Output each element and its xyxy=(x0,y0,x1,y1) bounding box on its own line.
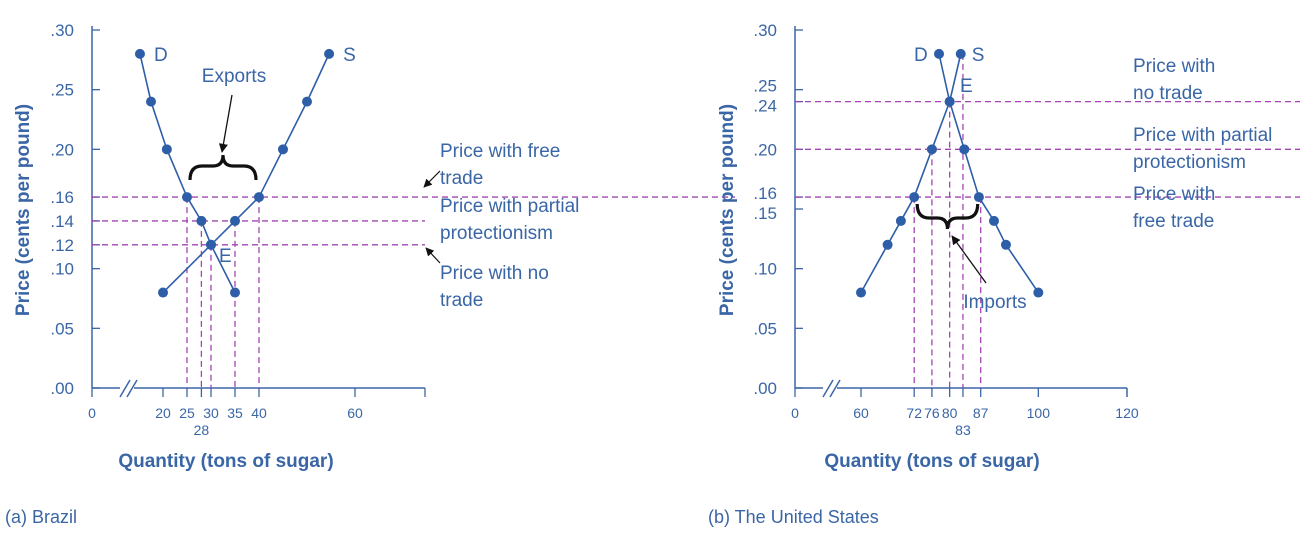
panel-brazil-y-tick-label: .20 xyxy=(50,140,74,159)
panel-us-supply-point xyxy=(882,239,893,250)
panel-us-y-tick-label: .00 xyxy=(753,379,777,398)
panel-us-supply-point xyxy=(909,192,920,203)
panel-us-price-label: Price with xyxy=(1133,56,1215,77)
panel-us-price-label: protectionism xyxy=(1133,152,1246,173)
panel-brazil-supply-point xyxy=(324,48,335,59)
panel-brazil-supply-line xyxy=(162,53,330,294)
panel-us-x-tick-label: 0 xyxy=(791,405,799,421)
panel-us-brace-label: Imports xyxy=(963,292,1026,313)
panel-us-supply-label: S xyxy=(972,45,985,66)
panel-brazil-y-tick-label: .10 xyxy=(50,260,74,279)
panel-us-y-tick-label: .25 xyxy=(753,77,777,96)
panel-us-demand-point xyxy=(934,48,945,59)
panel-brazil-x-tick-label: 40 xyxy=(251,405,267,421)
panel-us-x-tick-label: 87 xyxy=(973,405,989,421)
panel-us-supply-point xyxy=(926,144,937,155)
panel-brazil-x-axis-label: Quantity (tons of sugar) xyxy=(118,451,333,472)
panel-us-y-tick-label: .10 xyxy=(753,260,777,279)
panel-brazil-y-tick-label: .12 xyxy=(50,236,74,255)
panel-us-demand-line xyxy=(938,53,1039,293)
panel-us-x-tick-label: 83 xyxy=(955,422,971,438)
panel-us-supply-point xyxy=(955,48,966,59)
panel-us-x-tick-label: 120 xyxy=(1115,405,1139,421)
panel-us-supply-point xyxy=(856,287,866,298)
panel-us-y-tick-label: .24 xyxy=(753,97,777,116)
panel-us-x-tick-label: 76 xyxy=(924,405,940,421)
panel-us-caption: (b) The United States xyxy=(708,507,879,527)
panel-brazil-x-tick-label: 35 xyxy=(227,405,243,421)
panel-us-y-axis-label: Price (cents per pound) xyxy=(717,104,738,316)
panel-brazil-y-tick-label: .00 xyxy=(50,379,74,398)
panel-us-x-axis-label: Quantity (tons of sugar) xyxy=(824,451,1039,472)
panel-brazil-y-axis-label: Price (cents per pound) xyxy=(13,104,34,316)
panel-us-equilibrium-label: E xyxy=(960,76,973,97)
panel-brazil-y-tick-label: .05 xyxy=(50,319,74,338)
panel-us-supply-line xyxy=(860,53,962,293)
panel-us-price-label: Price with partial xyxy=(1133,125,1272,146)
panel-brazil-price-label: Price with no xyxy=(440,263,549,284)
panel-us-price-label: no trade xyxy=(1133,83,1203,104)
panel-brazil-demand-point xyxy=(196,215,207,226)
panel-us-price-label: free trade xyxy=(1133,211,1214,232)
panel-us-y-tick-label: .15 xyxy=(753,204,777,223)
panel-brazil-arrow-icon xyxy=(423,170,441,188)
panel-brazil-arrow-icon xyxy=(218,94,233,153)
panel-brazil-y-tick-label: .16 xyxy=(50,188,74,207)
panel-brazil-x-tick-label: 60 xyxy=(347,405,363,421)
panel-brazil-price-label: protectionism xyxy=(440,223,553,244)
panel-us-x-tick-label: 80 xyxy=(942,405,958,421)
panel-us-demand-point xyxy=(988,215,999,226)
panel-brazil-demand-point xyxy=(182,192,192,203)
panel-brazil-x-tick-label: 0 xyxy=(88,405,96,421)
panel-brazil-supply-point xyxy=(302,96,312,107)
panel-brazil-demand-point xyxy=(134,48,145,59)
panel-brazil-axis-break-icon xyxy=(119,379,138,398)
panel-us-demand-point xyxy=(1033,287,1044,298)
panel-brazil-y-tick-label: .25 xyxy=(50,81,74,100)
panel-us-supply-point xyxy=(895,215,906,226)
panel-brazil-supply-point xyxy=(158,287,168,298)
panel-us-y-tick-label: .20 xyxy=(753,140,777,159)
panel-us-brace-icon xyxy=(915,203,980,230)
panel-brazil-price-label: trade xyxy=(440,168,483,189)
panel-brazil-supply-point xyxy=(278,144,288,155)
panel-brazil-demand-point xyxy=(230,287,240,298)
panel-brazil-price-label: Price with partial xyxy=(440,196,579,217)
panel-us-y-tick-label: .05 xyxy=(753,319,777,338)
panel-us-arrow-icon xyxy=(951,235,987,284)
panel-us-price-label: Price with xyxy=(1133,184,1215,205)
panel-brazil-price-label: Price with free xyxy=(440,141,560,162)
panel-brazil-demand-point xyxy=(146,96,156,107)
panel-us-y-tick-label: .16 xyxy=(753,184,777,203)
panel-us-y-tick-label: .30 xyxy=(753,21,777,40)
panel-brazil-supply-point xyxy=(230,215,240,226)
panel-brazil-equilibrium-label: E xyxy=(219,246,232,267)
panel-us-demand-point xyxy=(959,144,970,155)
panel-brazil-x-tick-label: 20 xyxy=(155,405,171,421)
panel-us-x-tick-label: 100 xyxy=(1027,405,1051,421)
panel-us-supply-point xyxy=(944,96,955,107)
panel-us-demand-label: D xyxy=(914,45,928,66)
panel-us-x-tick-label: 60 xyxy=(853,405,869,421)
panel-brazil-demand-point xyxy=(161,144,172,155)
panel-us-x-tick-label: 72 xyxy=(906,405,922,421)
panel-brazil-brace-label: Exports xyxy=(202,66,266,87)
panel-brazil-supply-point xyxy=(206,239,216,250)
panel-us-demand-point xyxy=(1000,239,1011,250)
panel-brazil-x-tick-label: 25 xyxy=(179,405,195,421)
panel-us-demand-point xyxy=(973,192,984,203)
panel-brazil-supply-label: S xyxy=(343,45,356,66)
panel-brazil-brace-icon xyxy=(188,154,258,181)
panel-us-axis-break-icon xyxy=(822,379,841,398)
panel-brazil-caption: (a) Brazil xyxy=(5,507,77,527)
panel-brazil-supply-point xyxy=(254,192,264,203)
panel-brazil-y-tick-label: .30 xyxy=(50,21,74,40)
panel-brazil-demand-label: D xyxy=(154,45,168,66)
panel-brazil-y-tick-label: .14 xyxy=(50,212,74,231)
panel-brazil-x-tick-label: 30 xyxy=(203,405,219,421)
panel-brazil-arrow-icon xyxy=(425,247,441,264)
panel-brazil-price-label: trade xyxy=(440,290,483,311)
panel-brazil-x-tick-label: 28 xyxy=(194,422,210,438)
